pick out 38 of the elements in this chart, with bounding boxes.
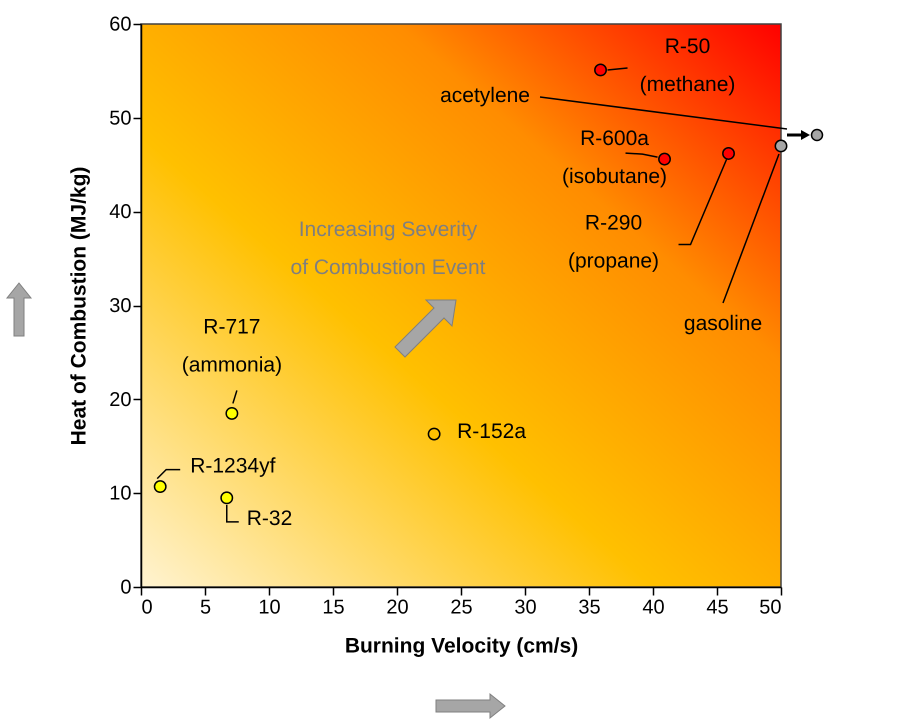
x-tick-label: 40 xyxy=(642,596,665,618)
y-tick-label: 10 xyxy=(109,482,132,505)
series-label: R-32 xyxy=(246,506,292,530)
text: gasoline xyxy=(684,312,762,335)
y-tick-label: 60 xyxy=(109,14,132,36)
point xyxy=(154,480,167,494)
x-tick-label: 15 xyxy=(322,596,345,618)
x-tick-label: 5 xyxy=(200,596,212,618)
series-label: R-600a (isobutane) xyxy=(562,127,668,188)
point xyxy=(428,428,441,440)
series-label: R-152a xyxy=(457,420,526,444)
point xyxy=(220,491,234,504)
y-tick-label: 0 xyxy=(120,576,132,598)
y-axis-title: Heat of Combustion (MJ/kg) xyxy=(67,166,90,446)
x-tick-label: 25 xyxy=(450,596,473,618)
series-label: R-1234yf xyxy=(190,454,276,478)
series-label: R-50 (methane) xyxy=(640,34,736,96)
x-tick-label: 35 xyxy=(578,596,601,618)
point xyxy=(225,406,238,420)
y-tick-label: 30 xyxy=(109,295,132,317)
annotation: Increasing Severity of Combustion Event xyxy=(290,218,486,279)
text: R-290 (propane) xyxy=(568,211,660,272)
x-tick-label: 10 xyxy=(258,596,281,618)
point xyxy=(774,140,788,152)
x-axis-title: Burning Velocity (cm/s) xyxy=(344,634,578,658)
text: R-717 (ammonia) xyxy=(182,315,282,376)
point xyxy=(658,152,671,166)
point xyxy=(594,64,607,76)
point xyxy=(722,147,735,160)
annotation: acetylene xyxy=(440,84,530,107)
y-tick-label: 40 xyxy=(109,201,132,224)
y-tick-label: 50 xyxy=(109,107,132,130)
y-tick-label: 20 xyxy=(109,388,132,411)
x-tick-label: 50 xyxy=(759,596,782,618)
x-tick-label: 0 xyxy=(142,596,153,618)
x-tick-label: 30 xyxy=(514,596,537,618)
x-tick-label: 20 xyxy=(386,596,409,618)
x-tick-label: 45 xyxy=(706,596,729,618)
